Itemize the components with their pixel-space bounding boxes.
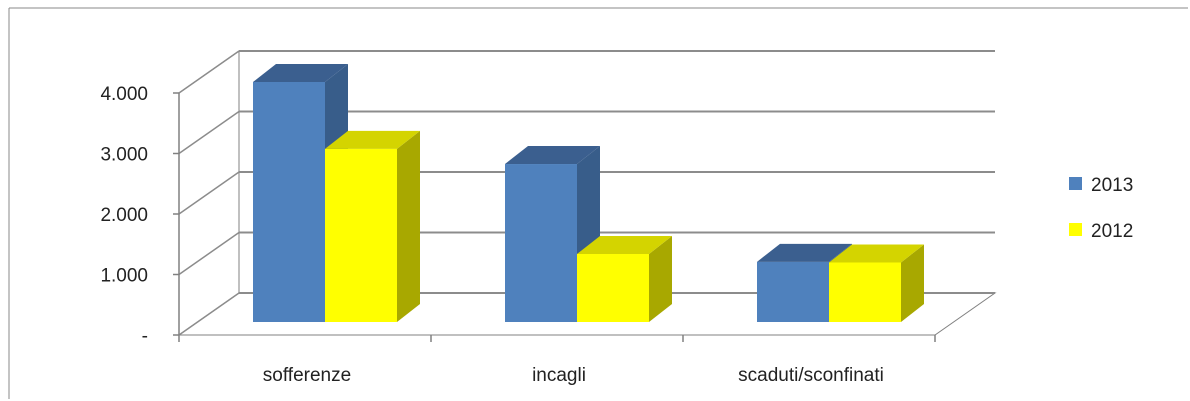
bar-front xyxy=(505,164,577,322)
category-label: incagli xyxy=(532,365,586,386)
gridline-diagonal xyxy=(178,292,240,336)
bar-front xyxy=(253,82,325,322)
bar-side xyxy=(397,130,420,322)
bar-top xyxy=(829,244,924,263)
y-tick-label: 2.000 xyxy=(100,205,148,226)
gridline-diagonal xyxy=(178,171,240,215)
bar-top xyxy=(505,146,600,165)
bar-2013-incagli xyxy=(505,146,600,322)
y-tick-label: 4.000 xyxy=(100,84,148,105)
y-tick-label: 1.000 xyxy=(100,266,148,287)
gridline-diagonal xyxy=(178,50,240,94)
bar-2012-scaduti-sconfinati xyxy=(829,244,924,322)
category-label: scaduti/sconfinati xyxy=(738,365,884,386)
bar-2012-incagli xyxy=(577,235,672,322)
legend-swatch xyxy=(1069,177,1082,190)
bar-side xyxy=(649,235,672,322)
gridline-diagonal xyxy=(178,110,240,155)
bar-front xyxy=(829,262,901,322)
gridline-diagonal xyxy=(178,231,240,276)
legend-label: 2013 xyxy=(1091,175,1133,196)
legend-swatch xyxy=(1069,223,1082,236)
bar-front xyxy=(577,253,649,322)
bar-top xyxy=(577,235,672,254)
bar-top xyxy=(325,130,420,149)
bar-side xyxy=(901,244,924,322)
bar-front xyxy=(757,261,829,322)
bar-top xyxy=(253,64,348,82)
bar-front xyxy=(325,148,397,322)
category-label: sofferenze xyxy=(263,365,351,386)
legend-label: 2012 xyxy=(1091,221,1133,242)
bar-top xyxy=(757,243,852,262)
bar-2012-sofferenze xyxy=(325,130,420,322)
y-tick-label: - xyxy=(142,326,148,347)
y-tick-label: 3.000 xyxy=(100,145,148,166)
